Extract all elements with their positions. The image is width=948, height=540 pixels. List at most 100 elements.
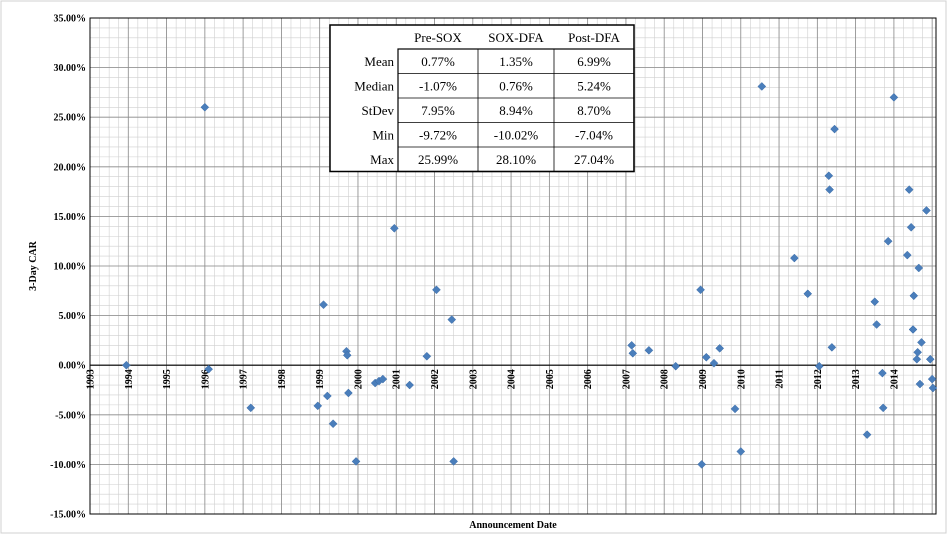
data-point <box>730 404 740 414</box>
data-point <box>328 419 338 429</box>
y-tick-label: -10.00% <box>50 460 86 471</box>
data-point <box>862 430 872 439</box>
stats-cell: -9.72% <box>419 128 457 143</box>
data-point <box>319 300 328 310</box>
stats-cell: 7.95% <box>421 103 455 118</box>
data-point <box>883 236 893 246</box>
data-point <box>671 361 681 371</box>
data-point <box>827 342 837 352</box>
data-point <box>915 379 925 389</box>
x-tick-label: 2013 <box>851 369 862 389</box>
stats-cell: -10.02% <box>494 128 539 143</box>
x-tick-label: 2008 <box>660 369 671 389</box>
stats-row-label: Min <box>372 128 394 143</box>
data-point <box>908 325 918 334</box>
y-tick-label: -5.00% <box>55 410 86 421</box>
stats-cell: 27.04% <box>574 152 614 167</box>
x-tick-label: 2000 <box>353 369 364 389</box>
x-tick-labels: 1993 1994 1995 1996 1997 1998 1999 2000 2001 2002… <box>86 369 901 389</box>
y-tick-label: 30.00% <box>54 63 87 74</box>
data-point <box>709 358 719 368</box>
data-point <box>405 380 414 390</box>
data-point <box>342 350 352 360</box>
x-tick-label: 2006 <box>583 369 594 389</box>
data-point <box>814 361 824 371</box>
data-point <box>200 102 210 112</box>
x-tick-label: 2011 <box>775 369 786 388</box>
data-point <box>878 368 887 378</box>
data-point <box>422 351 432 361</box>
data-point <box>449 457 459 466</box>
data-point <box>928 383 938 393</box>
data-point <box>313 401 323 411</box>
x-tick-label: 2010 <box>736 369 747 389</box>
data-point <box>757 82 767 91</box>
stats-cell: 1.35% <box>499 54 533 69</box>
y-tick-labels: -15.00% -10.00% -5.00% 0.00% 5.00% 10.00% 15.0… <box>50 14 86 521</box>
y-tick-label: 5.00% <box>59 311 87 322</box>
y-tick-label: 0.00% <box>59 361 87 372</box>
stats-cell: 25.99% <box>418 152 458 167</box>
stats-cell: -7.04% <box>575 128 613 143</box>
stats-cell: 0.77% <box>421 54 455 69</box>
data-point <box>715 343 725 353</box>
x-tick-label: 2007 <box>621 369 632 389</box>
data-point <box>204 364 214 374</box>
x-tick-label: 1997 <box>239 369 250 389</box>
x-axis-title: Announcement Date <box>469 520 557 531</box>
data-point <box>628 348 638 358</box>
x-tick-label: 2005 <box>545 369 556 389</box>
data-point <box>803 289 813 299</box>
stats-row-label: StDev <box>362 103 395 118</box>
data-point <box>872 320 882 329</box>
x-tick-label: 1998 <box>277 369 288 389</box>
data-point <box>644 345 654 355</box>
y-tick-label: 35.00% <box>54 14 87 25</box>
y-tick-label: 10.00% <box>54 262 87 273</box>
data-point <box>914 263 924 273</box>
data-point <box>122 360 131 370</box>
y-tick-label: 15.00% <box>54 212 87 223</box>
stats-value-area <box>397 48 635 173</box>
data-point <box>909 291 919 301</box>
data-point <box>870 297 880 307</box>
data-point <box>696 285 705 295</box>
plot-area-border <box>89 17 937 515</box>
stats-column-header: Post-DFA <box>568 30 620 45</box>
x-tick-label: 1999 <box>315 369 326 389</box>
y-axis-title: 3-Day CAR <box>28 240 39 290</box>
data-point <box>697 460 707 469</box>
x-tick-label: 1994 <box>124 369 135 389</box>
y-tick-label: 25.00% <box>54 113 87 124</box>
data-point <box>878 403 888 413</box>
data-point <box>627 341 637 350</box>
data-point <box>389 223 399 233</box>
data-point <box>344 388 353 398</box>
data-point <box>824 171 834 181</box>
data-point <box>917 338 926 347</box>
stats-column-header: SOX-DFA <box>488 30 544 45</box>
x-tick-label: 1993 <box>86 369 97 389</box>
data-point <box>736 447 746 456</box>
stats-row-label: Max <box>370 152 394 167</box>
x-tick-label: 2001 <box>392 369 403 389</box>
x-tick-label: 2004 <box>507 369 518 389</box>
stats-cell: 0.76% <box>499 79 533 94</box>
stats-cell: 5.24% <box>577 79 611 94</box>
data-point <box>906 222 916 232</box>
stats-cell: -1.07% <box>419 79 457 94</box>
stats-column-header: Pre-SOX <box>414 30 462 45</box>
data-points <box>122 82 938 469</box>
x-tick-label: 1996 <box>200 369 211 389</box>
data-point <box>378 374 388 384</box>
data-point <box>889 93 899 102</box>
stats-table: Pre-SOX SOX-DFA Post-DFA Mean 0.77% 1.35% 6.99… <box>329 24 635 173</box>
stats-cell: 6.99% <box>577 54 611 69</box>
stats-row-label: Mean <box>364 54 394 69</box>
data-point <box>351 457 361 466</box>
data-point <box>322 391 332 401</box>
data-point <box>432 285 441 295</box>
x-tick-label: 2003 <box>468 369 479 389</box>
